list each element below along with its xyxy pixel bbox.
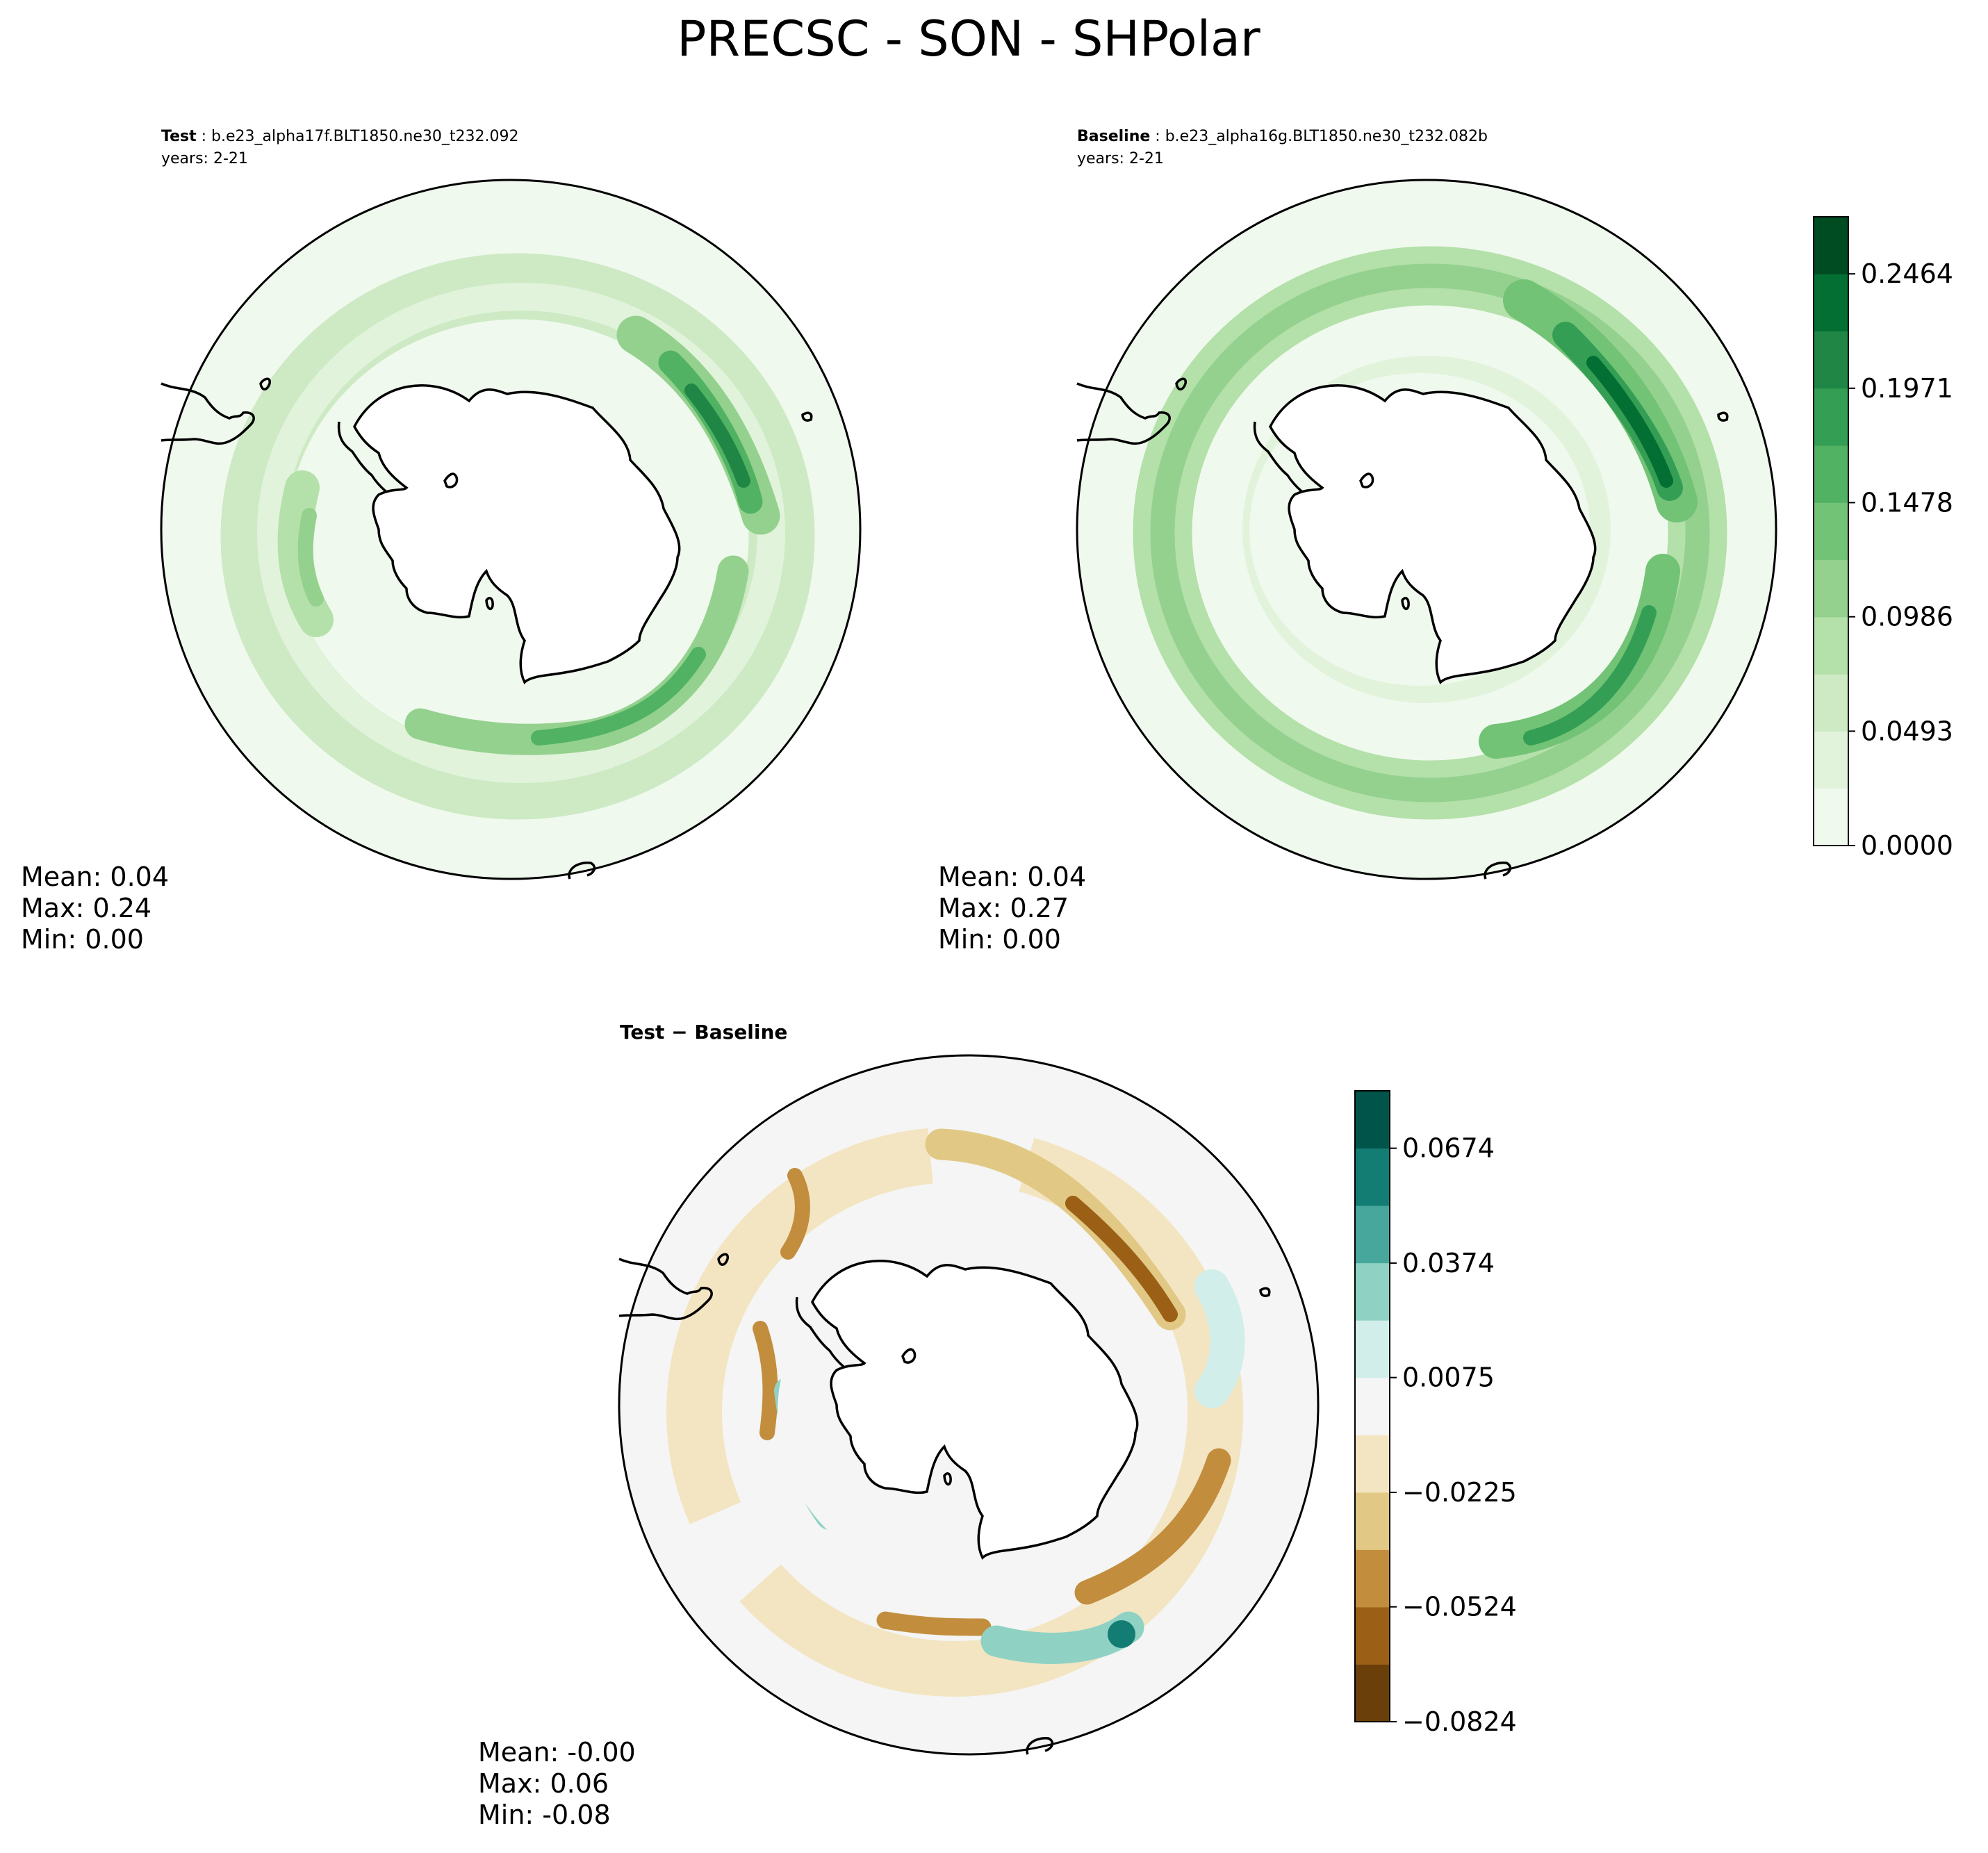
test-max: Max: 0.24 <box>21 893 151 923</box>
baseline-panel: Baseline : b.e23_alpha16g.BLT1850.ne30_t… <box>938 128 1777 955</box>
baseline-years: years: 2-21 <box>1077 150 1164 167</box>
colorbar-green-segment <box>1814 388 1848 446</box>
colorbar-green-segment <box>1814 502 1848 561</box>
diff-max: Max: 0.06 <box>478 1768 609 1799</box>
baseline-max: Max: 0.27 <box>938 893 1069 923</box>
test-map <box>160 179 862 880</box>
colorbar-green-segment <box>1814 445 1848 503</box>
diff-label: Test − Baseline <box>620 1021 787 1044</box>
colorbar-green-segment <box>1814 559 1848 618</box>
colorbar-diff-segment <box>1355 1549 1390 1608</box>
colorbar-diff-segment <box>1355 1377 1390 1435</box>
test-min: Min: 0.00 <box>21 924 144 955</box>
diff-map <box>618 1054 1320 1756</box>
colorbar-diff-tick-label: −0.0524 <box>1402 1592 1517 1622</box>
colorbar-green-tick-label: 0.1971 <box>1861 373 1953 404</box>
colorbar-green-tick-label: 0.2464 <box>1861 258 1953 289</box>
baseline-case-name: b.e23_alpha16g.BLT1850.ne30_t232.082b <box>1165 128 1488 145</box>
colorbar-diff-segment <box>1355 1205 1390 1264</box>
colorbar-test-baseline: 0.0000 0.0493 0.0986 0.1478 0.1971 0.2464 <box>1813 216 1953 861</box>
colorbar-green-segment <box>1814 788 1848 846</box>
colorbar-green-tick-label: 0.0986 <box>1861 602 1953 632</box>
colorbar-green-tick-label: 0.1478 <box>1861 487 1953 518</box>
test-mean: Mean: 0.04 <box>21 862 169 892</box>
colorbar-green-segment <box>1814 731 1848 789</box>
colorbar-green-segment <box>1814 331 1848 389</box>
colorbar-diff-segment <box>1355 1262 1390 1321</box>
test-years: years: 2-21 <box>161 150 248 167</box>
colorbar-green-frame <box>1813 216 1849 846</box>
colorbar-green-segment <box>1814 674 1848 732</box>
colorbar-diff-segment <box>1355 1606 1390 1665</box>
baseline-mean: Mean: 0.04 <box>938 862 1086 892</box>
baseline-map <box>1076 179 1777 880</box>
svg-text:Baseline : b.e23_alpha16g.BLT1: Baseline : b.e23_alpha16g.BLT1850.ne30_t… <box>1077 128 1488 145</box>
colorbar-diff-tick-label: 0.0374 <box>1402 1248 1495 1278</box>
colorbar-green-tick-label: 0.0493 <box>1861 716 1953 746</box>
colorbar-diff-frame <box>1354 1090 1390 1722</box>
baseline-label: Baseline <box>1077 128 1150 145</box>
colorbar-green-segment <box>1814 217 1848 274</box>
test-panel: Test : b.e23_alpha17f.BLT1850.ne30_t232.… <box>21 128 862 955</box>
colorbar-diff-segment <box>1355 1148 1390 1206</box>
baseline-min: Min: 0.00 <box>938 924 1061 955</box>
colorbar-diff-segment <box>1355 1320 1390 1378</box>
colorbar-green-segment <box>1814 616 1848 675</box>
colorbar-diff: −0.0824 −0.0524 −0.0225 0.0075 0.0374 0.0674 <box>1354 1090 1517 1737</box>
diff-panel: Test − Baseline <box>478 1021 1320 1830</box>
colorbar-diff-segment <box>1355 1435 1390 1493</box>
colorbar-green-tick-label: 0.0000 <box>1861 830 1953 861</box>
colorbar-diff-segment <box>1355 1091 1390 1149</box>
colorbar-diff-tick-label: −0.0225 <box>1402 1477 1517 1508</box>
diff-min: Min: -0.08 <box>478 1800 611 1830</box>
colorbar-diff-tick-label: 0.0674 <box>1402 1133 1495 1164</box>
figure-title: PRECSC - SON - SHPolar <box>677 10 1260 67</box>
test-case-name: b.e23_alpha17f.BLT1850.ne30_t232.092 <box>211 128 518 145</box>
diff-mean: Mean: -0.00 <box>478 1737 636 1768</box>
colorbar-green-segment <box>1814 274 1848 332</box>
test-label: Test <box>161 128 197 145</box>
colorbar-diff-tick-label: 0.0075 <box>1402 1362 1495 1393</box>
colorbar-diff-segment <box>1355 1664 1390 1722</box>
colorbar-diff-tick-label: −0.0824 <box>1402 1706 1517 1737</box>
svg-text:Test : b.e23_alpha17f.BLT1850.: Test : b.e23_alpha17f.BLT1850.ne30_t232.… <box>161 128 518 145</box>
colorbar-diff-segment <box>1355 1492 1390 1550</box>
